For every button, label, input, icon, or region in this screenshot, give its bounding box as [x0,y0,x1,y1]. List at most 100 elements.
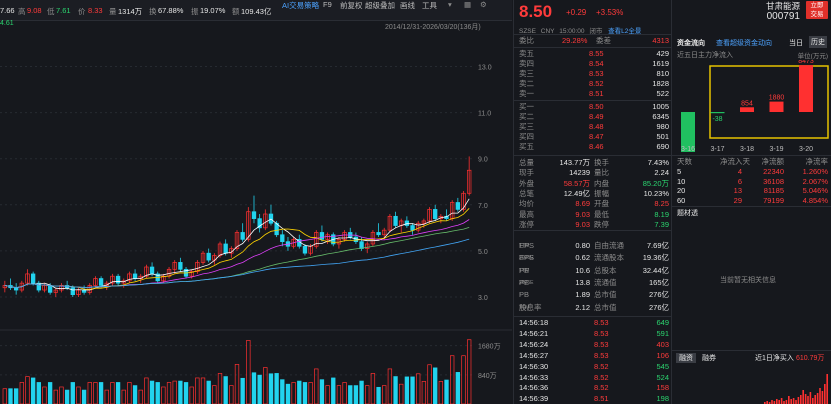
margin-bar [809,392,812,404]
volume-bar [53,389,58,404]
tab-today[interactable]: 当日 [789,40,803,47]
volume-bar [13,388,19,404]
menu-ai-strategy[interactable]: AI交易策略 [282,1,320,10]
margin-bar [788,396,790,404]
amount-value: 109.43亿 [241,7,272,16]
tab-history[interactable]: 历史 [809,36,827,48]
date-range-label: 2014/12/31-2026/03/20(136月) [385,24,481,31]
menu-tools[interactable]: 工具 [422,1,437,10]
empty-info-text: 当前暂无相关信息 [720,277,776,284]
candle [144,266,149,277]
margin-bar [766,401,768,404]
flow-unit: 单位(万元) [797,53,828,60]
fundamental-row: PE 2025E 13.8 流通值 165亿 [519,277,669,287]
candle [342,232,347,240]
margin-bar [778,400,780,404]
volume-bar [325,385,330,404]
fundamental-row: EPS 2025E 0.62 流通股本 19.36亿 [519,253,669,263]
kline-svg[interactable]: 13.0 11.0 9.0 7.0 5.0 3.0 1680万 840万 [0,20,512,404]
volume-bar [444,379,449,404]
volume-tick-label: 1680万 [478,343,501,351]
candle [421,220,427,224]
inflow-bar [710,112,725,114]
low-value: 7.61 [56,6,71,15]
bid-row: 买一 8.50 1005 [519,102,669,111]
volume-bar [59,386,64,404]
stat-row: 现手 14239 量比 2.24 [519,168,669,178]
tab-margin-buy[interactable]: 融资 [676,353,696,363]
margin-bar [785,400,788,404]
low-label: 低 [47,7,55,16]
volume-bar [98,382,104,404]
tick-row: 14:56:24 8.53 403 [519,339,669,349]
margin-bar [780,398,783,404]
volume-bar [30,377,36,404]
volume-bar [8,388,13,404]
last-price: 8.50 [519,2,553,21]
recent-net-buy-value: 610.79万 [796,355,825,362]
menu-more-icon[interactable]: ▾ [448,0,452,9]
chart-top-bar: 7.66 高 9.08 低 7.61 价 8.33 量 1314万 换 67.8… [0,0,512,21]
volume-bar [410,376,415,404]
candle [25,273,30,284]
menu-adjust[interactable]: 前复权 [340,1,363,10]
margin-bar [764,402,766,404]
trade-now-button[interactable]: 立即 交易 [806,1,828,19]
tab-short-sell[interactable]: 融券 [702,355,716,362]
volume-bar [404,376,410,404]
volume-bar [251,372,257,404]
fundamental-row: 股息率 TTM 2.12 总市值 276亿 [519,302,669,312]
inflow-bar-label: 1880 [769,95,785,102]
kline-chart-pane[interactable]: 7.66 高 9.08 低 7.61 价 8.33 量 1314万 换 67.8… [0,0,512,404]
quote-meta: SZSE CNY 15:00:00 闭市 查看L2全景 [519,28,642,35]
volume-bar [257,374,262,404]
candle [393,215,398,226]
volume-bar [302,382,308,404]
l2-link[interactable]: 查看L2全景 [608,28,642,35]
volume-bar [467,339,472,404]
stat-row: 涨停 9.03 跌停 7.39 [519,219,669,229]
flow-subtitle: 近五日主力净流入 [677,52,733,59]
volume-bar [308,382,313,404]
candle [178,262,183,270]
volume-bar [19,382,24,404]
volume-bar [246,340,251,404]
volume-bar [81,389,87,404]
volume-bar [42,386,47,404]
volume-bar [353,385,359,404]
volume-bar [64,389,70,404]
volume-bar [172,380,177,404]
flow-table-header: 天数 净流入天 净流额 净流率 [677,157,828,166]
menu-grid-icon[interactable]: ▦ [464,0,472,9]
menu-f9[interactable]: F9 [323,0,332,9]
fundamental-row: EPS TTM 0.80 自由流通 7.69亿 [519,241,669,250]
volume-bar [433,367,438,404]
volume-bar [280,379,285,404]
volume-bar [450,355,455,404]
volume-bar [183,382,189,404]
bid-row: 买四 8.47 501 [519,132,669,141]
volume-bar [234,364,240,404]
capital-flow-pane: 甘肃能源 000791 立即 交易 资金流向 查看超级资金动向 当日 历史 近五日… [671,0,831,404]
volume-bar [240,377,245,404]
margin-bar [804,394,807,404]
super-flow-link[interactable]: 查看超级资金动向 [716,40,772,47]
volume-bar [161,386,166,404]
bid-row: 买二 8.49 6345 [519,112,669,121]
volume-bar [121,389,126,404]
ask-row: 卖三 8.53 810 [519,69,669,78]
candle [246,211,251,240]
stock-code: 000791 [766,11,800,22]
volume-bar [399,383,404,404]
menu-draw[interactable]: 画线 [400,1,415,10]
candle [149,266,155,275]
turnover-label: 换 [149,7,157,16]
menu-overlay[interactable]: 超级叠加 [365,1,395,10]
menu-settings-icon[interactable]: ⚙ [480,0,487,9]
price-tick-label: 13.0 [478,65,492,72]
ask-row: 卖四 8.54 1619 [519,59,669,68]
candle [98,278,104,286]
volume-bar [200,377,206,404]
candle [280,234,285,243]
